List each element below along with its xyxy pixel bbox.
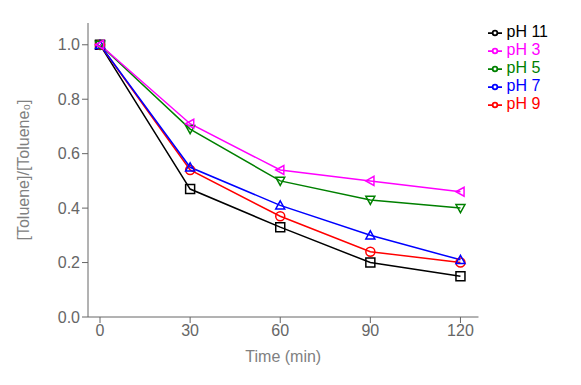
svg-text:30: 30	[181, 322, 199, 339]
svg-text:1.0: 1.0	[58, 36, 80, 53]
svg-text:[Toluene]/[Toluene₀]: [Toluene]/[Toluene₀]	[15, 100, 32, 241]
html-text:pH 5: pH 5	[506, 59, 541, 76]
svg-text:90: 90	[361, 322, 379, 339]
html-text:pH 7: pH 7	[506, 77, 541, 94]
svg-text:0.6: 0.6	[58, 145, 80, 162]
html-text:pH 3: pH 3	[506, 41, 541, 58]
html-text:pH 11: pH 11	[506, 23, 548, 40]
svg-text:Time (min): Time (min)	[245, 348, 321, 365]
html-text:pH 9: pH 9	[506, 95, 541, 112]
svg-text:0.2: 0.2	[58, 254, 80, 271]
svg-text:60: 60	[271, 322, 289, 339]
svg-text:0.8: 0.8	[58, 91, 80, 108]
svg-text:0.0: 0.0	[58, 309, 80, 326]
svg-text:120: 120	[447, 322, 474, 339]
svg-text:0.4: 0.4	[58, 200, 80, 217]
svg-text:0: 0	[96, 322, 105, 339]
